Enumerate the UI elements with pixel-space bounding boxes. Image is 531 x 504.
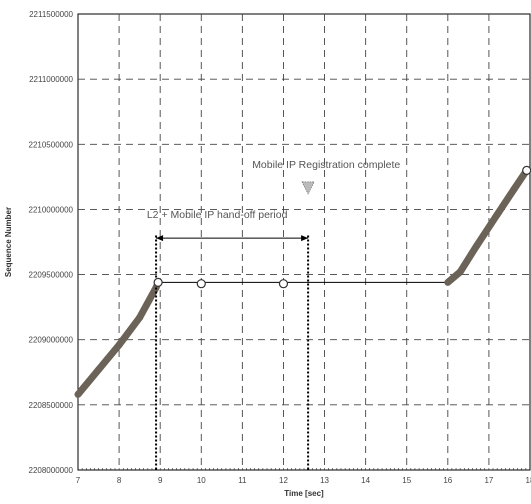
x-tick-label: 7 (76, 476, 81, 485)
series-segment (493, 186, 518, 219)
data-point-marker (522, 165, 531, 175)
x-tick-label: 18 (526, 476, 531, 485)
data-point-marker (278, 279, 289, 289)
y-tick-label: 2209500000 (29, 271, 74, 280)
x-tick-label: 14 (361, 476, 370, 485)
x-tick-label: 8 (117, 476, 122, 485)
x-tick-label: 15 (402, 476, 411, 485)
series-segment (136, 284, 160, 322)
x-tick-label: 11 (238, 476, 247, 485)
series-segment (95, 341, 123, 374)
annotation-registration-complete: Mobile IP Registration complete (252, 159, 400, 171)
y-tick-label: 2210500000 (29, 140, 74, 149)
y-axis-title: Sequence Number (4, 207, 13, 277)
annotation-handoff-period: L2 + Mobile IP hand-off period (147, 209, 288, 221)
y-tick-label: 2209000000 (29, 336, 74, 345)
annotations: Mobile IP Registration complete L2 + Mobi… (147, 159, 400, 242)
handoff-arrow-left-head (156, 235, 164, 242)
x-tick-label: 9 (158, 476, 163, 485)
y-tick-label: 2210000000 (29, 205, 74, 214)
x-tick-label: 10 (197, 476, 206, 485)
y-tick-label: 2211000000 (29, 75, 73, 84)
data-point-marker (153, 277, 163, 287)
series-segment (456, 242, 481, 276)
series-segment (74, 366, 103, 398)
tick-labels: 7 8 9 10 11 12 13 14 15 16 17 18 2208000000 220850000… (29, 10, 531, 485)
plot-area (77, 13, 531, 471)
series-segment (473, 211, 501, 250)
x-tick-label: 17 (484, 476, 493, 485)
y-tick-label: 2208000000 (29, 466, 74, 475)
handoff-arrow-right-head (301, 235, 309, 242)
data-point-marker (196, 279, 206, 289)
x-axis-title: Time [sec] (284, 489, 324, 498)
series-markers (153, 165, 531, 289)
registration-arrow-icon (301, 181, 315, 195)
x-tick-label: 16 (443, 476, 452, 485)
series-segment (115, 314, 144, 349)
x-tick-label: 12 (279, 476, 288, 485)
y-tick-label: 2208500000 (29, 401, 74, 410)
x-tick-label: 13 (320, 476, 329, 485)
y-tick-label: 2211500000 (29, 10, 73, 19)
